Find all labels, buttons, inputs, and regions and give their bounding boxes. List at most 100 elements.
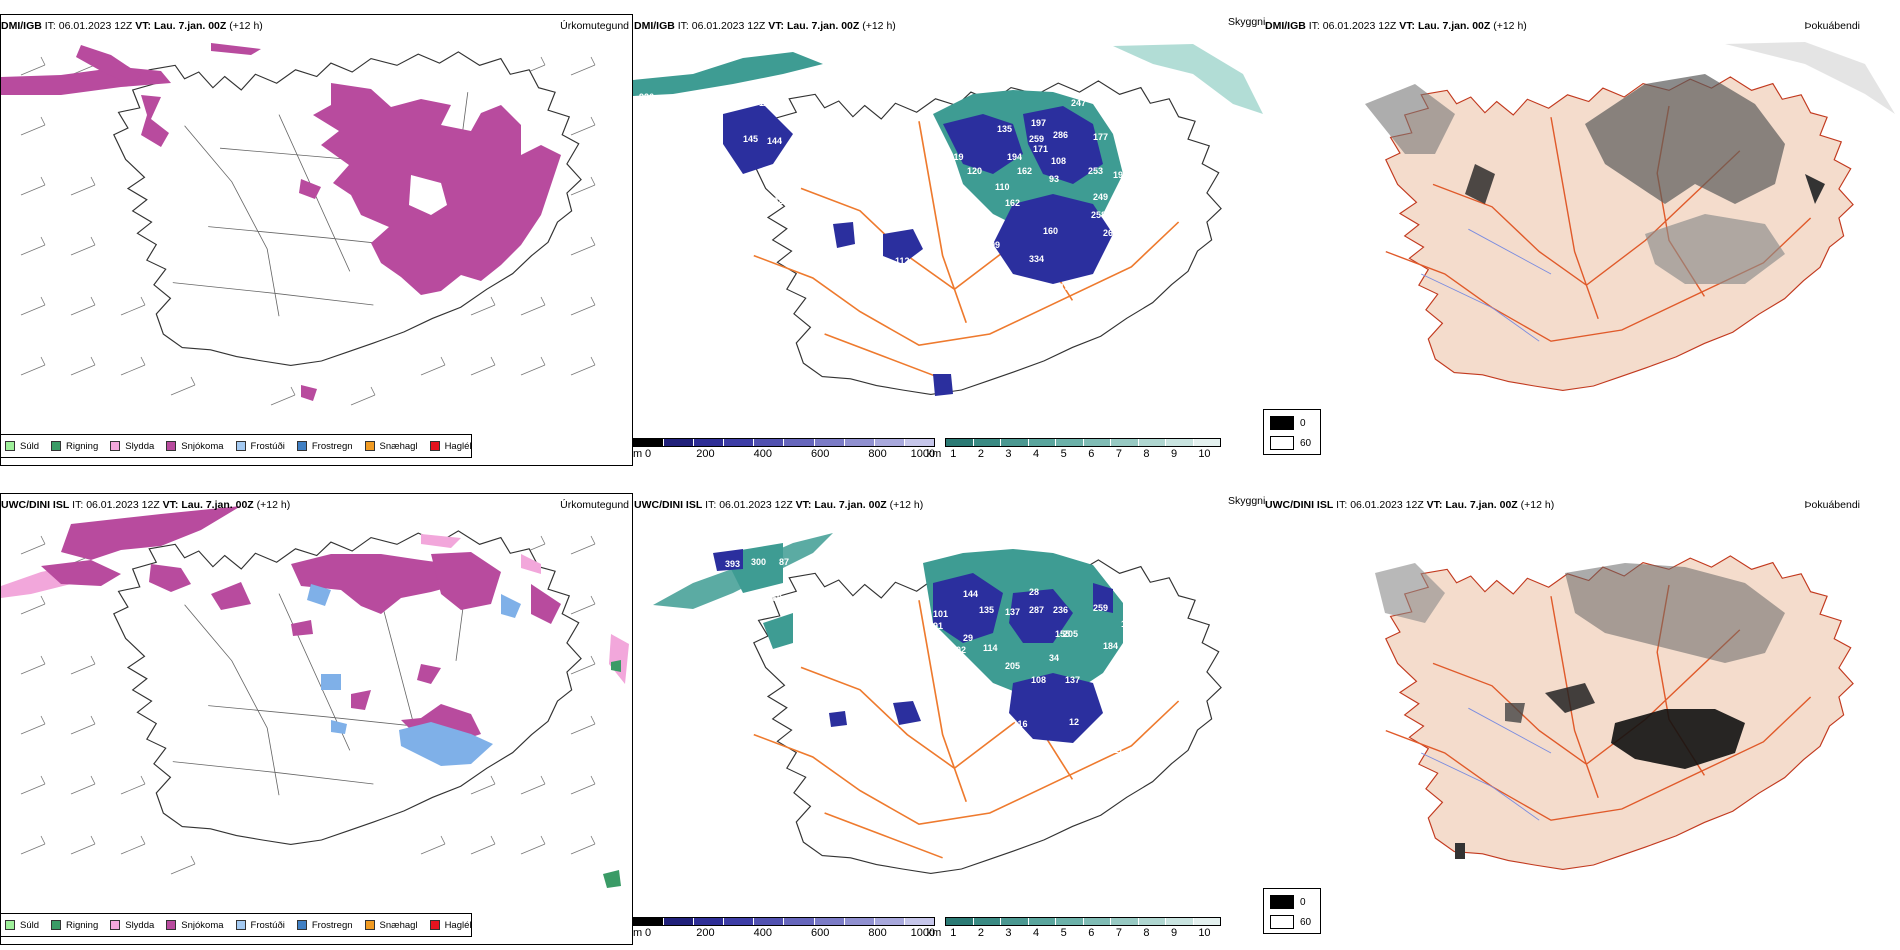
- svg-text:144: 144: [767, 136, 782, 146]
- svg-text:160: 160: [1113, 280, 1128, 290]
- precip-map-svg-row1: [1, 43, 596, 406]
- svg-text:137: 137: [1065, 675, 1080, 685]
- svg-text:111: 111: [1109, 745, 1123, 755]
- precip-map-row1: [0, 14, 633, 466]
- svg-text:108: 108: [1093, 747, 1108, 757]
- svg-text:135: 135: [979, 605, 994, 615]
- svg-text:118: 118: [729, 595, 744, 605]
- svg-text:91: 91: [933, 621, 943, 631]
- svg-text:627: 627: [1123, 595, 1138, 605]
- legend-swatch: [235, 441, 246, 451]
- svg-text:120: 120: [753, 206, 768, 216]
- legend-item: Snæhagl: [364, 441, 418, 452]
- fog-header-row1: DMI/IGB IT: 06.01.2023 12Z VT: Lau. 7.ja…: [1265, 20, 1527, 32]
- svg-text:111: 111: [955, 210, 969, 220]
- precip-title-row1: Úrkomutegund: [560, 20, 629, 32]
- svg-text:107: 107: [993, 270, 1008, 280]
- svg-text:116: 116: [1013, 719, 1028, 729]
- legend-swatch: [166, 920, 177, 930]
- svg-text:177: 177: [1093, 132, 1108, 142]
- svg-text:259: 259: [1093, 603, 1108, 613]
- it-label: IT:: [44, 20, 56, 32]
- svg-text:34: 34: [1049, 653, 1059, 663]
- svg-text:112: 112: [895, 256, 910, 266]
- svg-text:249: 249: [1093, 192, 1108, 202]
- svg-text:155: 155: [1055, 629, 1070, 639]
- visibility-cells: [945, 438, 1221, 447]
- svg-text:28: 28: [1029, 587, 1039, 597]
- vis-navy-areas: [723, 104, 1113, 396]
- svg-text:195: 195: [1113, 170, 1128, 180]
- precip-map-row2: [0, 493, 633, 945]
- legend-swatch: [364, 920, 375, 930]
- vis-title-row2: Skyggni: [1228, 495, 1266, 507]
- svg-text:247: 247: [1071, 98, 1086, 108]
- svg-text:90: 90: [958, 254, 968, 264]
- svg-text:334: 334: [1029, 254, 1044, 264]
- legend-swatch: [110, 920, 121, 930]
- fog-header-row2: UWC/DINI ISL IT: 06.01.2023 12Z VT: Lau.…: [1265, 499, 1555, 511]
- svg-text:118: 118: [949, 226, 964, 236]
- svg-text:969: 969: [767, 593, 782, 603]
- legend-swatch: [110, 441, 121, 451]
- svg-text:93: 93: [1139, 144, 1149, 154]
- svg-text:286: 286: [1053, 130, 1068, 140]
- svg-text:115: 115: [759, 98, 774, 108]
- svg-text:989: 989: [679, 98, 694, 108]
- legend-swatch: [296, 920, 307, 930]
- legend-swatch: [429, 441, 440, 451]
- svg-text:102: 102: [951, 645, 966, 655]
- precip-header-row2: UWC/DINI ISL IT: 06.01.2023 12Z VT: Lau.…: [1, 499, 291, 511]
- fog-map-row1: [1265, 34, 1900, 449]
- legend-item: Snjókoma: [166, 920, 224, 931]
- svg-text:114: 114: [983, 643, 998, 653]
- svg-text:203: 203: [1061, 316, 1076, 326]
- svg-text:805: 805: [987, 705, 1002, 715]
- vis-map-row2: 393 300 87 118 969 144 135 28 101 91 137…: [633, 513, 1265, 928]
- frost-drizzle-areas: [307, 584, 521, 766]
- svg-text:160: 160: [1043, 226, 1058, 236]
- precip-header-row1: DMI/IGB IT: 06.01.2023 12Z VT: Lau. 7.ja…: [1, 20, 263, 32]
- legend-swatch: [364, 441, 375, 451]
- legend-item: Slydda: [110, 441, 154, 452]
- fog-legend-row2: 0 60: [1263, 888, 1321, 934]
- svg-text:205: 205: [1063, 629, 1078, 639]
- svg-text:119: 119: [1055, 282, 1070, 292]
- svg-text:197: 197: [1031, 118, 1046, 128]
- svg-text:162: 162: [1017, 166, 1032, 176]
- svg-text:29: 29: [963, 633, 973, 643]
- cloudbase-cells: [633, 438, 935, 447]
- svg-text:926: 926: [639, 92, 654, 102]
- svg-text:92: 92: [773, 196, 783, 206]
- it-value: 06.01.2023 12Z: [58, 20, 133, 32]
- svg-text:130: 130: [929, 138, 944, 148]
- vt-value: Lau. 7.jan. 00Z: [153, 20, 227, 32]
- fog-panel-row1: DMI/IGB IT: 06.01.2023 12Z VT: Lau. 7.ja…: [1263, 14, 1900, 455]
- svg-text:101: 101: [955, 196, 970, 206]
- legend-item: Rigning: [51, 441, 98, 452]
- svg-text:93: 93: [1049, 174, 1059, 184]
- vt-label: VT:: [135, 20, 152, 32]
- legend-swatch: [51, 920, 62, 930]
- snow-areas: [41, 506, 561, 744]
- visibility-colorbar-row1: km 1 2 3 4 5 6 7 8 9 10: [927, 438, 1221, 461]
- cloudbase-colorbar-row2: m 0 200 400 600 800 1000: [633, 917, 935, 940]
- legend-swatch: [5, 920, 15, 930]
- svg-text:87: 87: [779, 557, 789, 567]
- legend-item: Frostregn: [296, 441, 353, 452]
- svg-text:135: 135: [997, 124, 1012, 134]
- svg-text:127: 127: [1123, 116, 1138, 126]
- legend-swatch: [5, 441, 15, 451]
- svg-text:110: 110: [995, 182, 1010, 192]
- fog-legend-item: 60: [1270, 915, 1311, 929]
- svg-text:108: 108: [1051, 156, 1066, 166]
- visibility-unit: km: [926, 448, 942, 460]
- fog-legend-item: 0: [1270, 416, 1306, 430]
- precip-map-svg-row2: [1, 506, 629, 888]
- legend-item: Slydda: [110, 920, 154, 931]
- svg-text:187: 187: [1163, 186, 1178, 196]
- svg-text:287: 287: [1029, 605, 1044, 615]
- svg-text:258: 258: [1091, 210, 1106, 220]
- svg-text:263: 263: [1103, 228, 1118, 238]
- svg-text:259: 259: [1029, 134, 1044, 144]
